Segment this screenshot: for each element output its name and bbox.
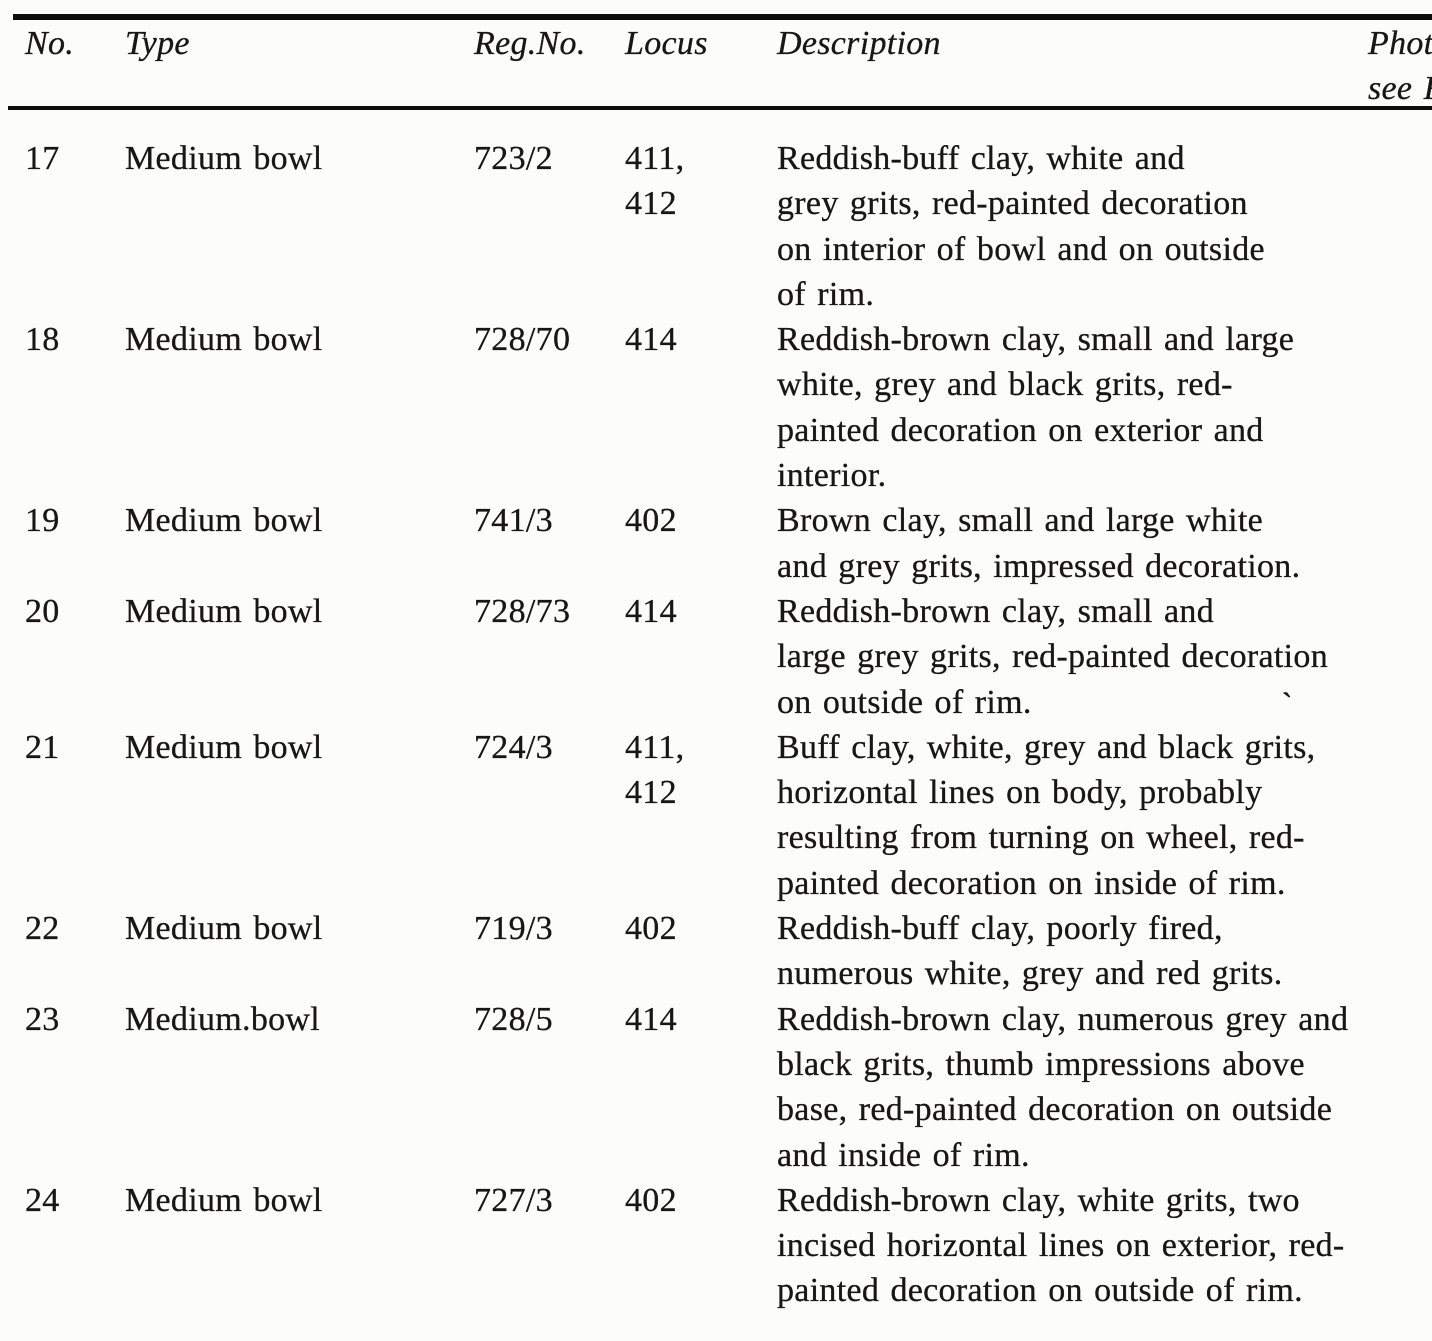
cell-description: Buff clay, white, grey and black grits, h… [777,725,1368,906]
description-line: Reddish-brown clay, numerous grey and [777,1000,1349,1038]
cell-locus: 414 [625,997,777,1042]
stray-ink-mark: ` [1282,687,1293,720]
cell-type: Medium bowl [125,910,323,948]
cell-description: Reddish-brown clay, white grits, two inci… [777,1178,1368,1314]
cell-reg-no: 728/5 [474,1000,553,1038]
table-row: 22 Medium bowl 719/3 402 Reddish-buff clay, … [0,906,1432,997]
description-line: painted decoration on inside of rim. [777,864,1286,902]
table-header-rule [8,106,1432,110]
table-row: 19 Medium bowl 741/3 402 Brown clay, small a… [0,498,1432,589]
cell-type: Medium bowl [125,1181,323,1219]
description-line: numerous white, grey and red grits. [777,955,1283,993]
cell-locus: 411, 412 [625,725,777,816]
cell-reg-no: 728/70 [474,321,571,359]
locus-line: 411, [625,728,685,766]
cell-no: 24 [25,1181,60,1219]
cell-no: 19 [25,502,60,540]
locus-line: 414 [625,592,677,630]
locus-line: 414 [625,321,677,359]
description-line: Reddish-buff clay, poorly fired, [777,910,1223,948]
locus-line: 412 [625,774,677,812]
locus-line: 414 [625,1000,677,1038]
description-line: painted decoration on exterior and [777,411,1264,449]
description-line: of rim. [777,275,875,313]
description-line: horizontal lines on body, probably [777,774,1263,812]
locus-line: 402 [625,1181,677,1219]
column-header-no: No. [25,25,75,62]
column-header-reg-no: Reg.No. [474,25,586,62]
locus-line: 402 [625,502,677,540]
cell-reg-no: 723/2 [474,140,553,177]
cell-locus: 402 [625,1178,777,1223]
cell-locus: 414 [625,589,777,634]
table-row: 20 Medium bowl 728/73 414 Reddish-brown clay… [0,589,1432,725]
column-header-locus: Locus [625,25,708,62]
description-line: Reddish-brown clay, white grits, two [777,1181,1300,1219]
cell-no: 22 [25,910,60,948]
description-line: resulting from turning on wheel, red- [777,819,1305,857]
description-line: Buff clay, white, grey and black grits, [777,728,1316,766]
locus-line: 411, [625,140,685,177]
column-header-type: Type [125,25,190,62]
cell-reg-no: 719/3 [474,910,553,948]
column-header-photo-line2: see F [1368,70,1432,108]
description-line: Reddish-buff clay, white and [777,140,1185,177]
cell-description: Reddish-buff clay, poorly fired, numerous… [777,906,1368,997]
description-line: on interior of bowl and on outside [777,230,1265,268]
table-row: 21 Medium bowl 724/3 411, 412 Buff clay, whit… [0,725,1432,906]
description-line: grey grits, red-painted decoration [777,185,1248,223]
description-line: Brown clay, small and large white [777,502,1263,540]
cell-type: Medium bowl [125,592,323,630]
description-line: interior. [777,457,887,495]
cell-reg-no: 741/3 [474,502,553,540]
cell-no: 18 [25,321,60,359]
cell-description: Reddish-buff clay, white and grey grits, … [777,136,1368,317]
table-header-row: No. Type Reg.No. Locus Description Phot … [0,21,1432,112]
cell-description: Reddish-brown clay, numerous grey and bla… [777,997,1368,1178]
cell-reg-no: 728/73 [474,592,571,630]
description-line: painted decoration on outside of rim. [777,1272,1303,1310]
cell-no: 20 [25,592,60,630]
cell-locus: 414 [625,317,777,362]
description-line: Reddish-brown clay, small and large [777,321,1295,359]
cell-description: Reddish-brown clay, small and large white… [777,317,1368,498]
cell-type: Medium bowl [125,140,323,177]
cell-reg-no: 727/3 [474,1181,553,1219]
cell-no: 17 [25,140,60,177]
description-line: large grey grits, red-painted decoration [777,638,1328,676]
column-header-photo: Phot see F [1368,21,1432,112]
description-line: incised horizontal lines on exterior, re… [777,1227,1345,1265]
cell-description: Reddish-brown clay, small and large grey … [777,589,1368,725]
cell-locus: 402 [625,498,777,543]
column-header-description: Description [777,25,941,62]
description-line: black grits, thumb impressions above [777,1045,1305,1083]
cell-locus: 411, 412 [625,136,777,227]
cell-type: Medium bowl [125,321,323,359]
description-line: and inside of rim. [777,1136,1030,1174]
description-line: white, grey and black grits, red- [777,366,1233,404]
description-line: base, red-painted decoration on outside [777,1091,1333,1129]
cell-reg-no: 724/3 [474,728,553,766]
locus-line: 402 [625,910,677,948]
table-row: 24 Medium bowl 727/3 402 Reddish-brown clay,… [0,1178,1432,1314]
cell-no: 21 [25,728,60,766]
description-line: Reddish-brown clay, small and [777,592,1215,630]
cell-locus: 402 [625,906,777,951]
column-header-photo-line1: Phot [1368,25,1432,62]
table-row: 18 Medium bowl 728/70 414 Reddish-brown clay… [0,317,1432,498]
cell-no: 23 [25,1000,60,1038]
table-top-rule [13,14,1432,20]
cell-type: Medium bowl [125,728,323,766]
description-line: and grey grits, impressed decoration. [777,547,1301,585]
table-body: 17 Medium bowl 723/2 411, 412 Reddish-buff cl… [0,136,1432,1314]
cell-type: Medium bowl [125,502,323,540]
table-row: 17 Medium bowl 723/2 411, 412 Reddish-buff cl… [0,136,1432,317]
cell-description: Brown clay, small and large white and gre… [777,498,1368,589]
cell-type: Medium.bowl [125,1000,321,1038]
locus-line: 412 [625,185,677,223]
table-row: 23 Medium.bowl 728/5 414 Reddish-brown clay,… [0,997,1432,1178]
description-line: on outside of rim. [777,683,1032,721]
